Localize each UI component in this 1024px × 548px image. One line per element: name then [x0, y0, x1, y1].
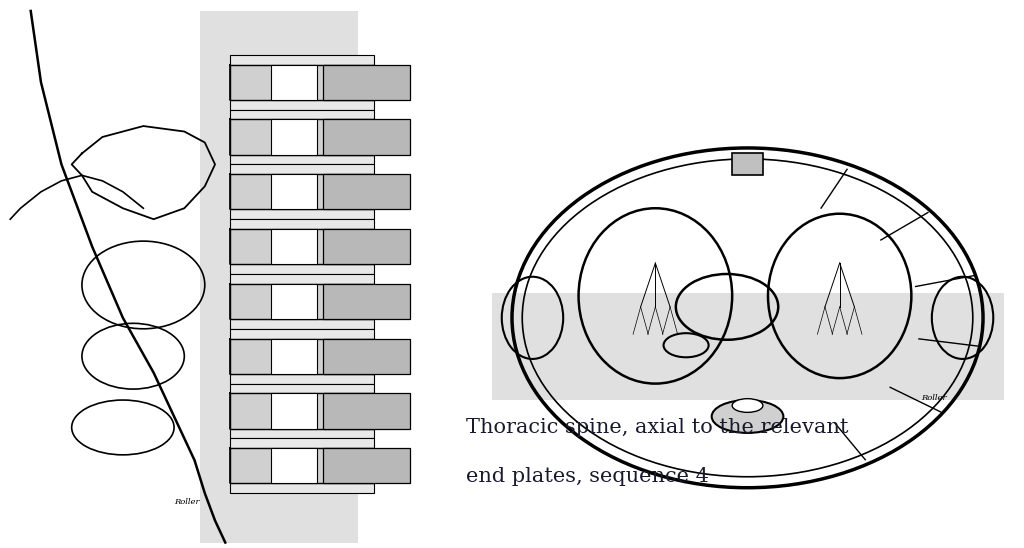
Bar — [230, 384, 374, 393]
Bar — [271, 284, 317, 319]
Bar — [230, 100, 374, 110]
Bar — [230, 319, 374, 329]
Ellipse shape — [732, 399, 763, 412]
Text: Thoracic spine, axial to the relevant: Thoracic spine, axial to the relevant — [466, 418, 849, 437]
Bar — [230, 164, 374, 174]
Bar — [271, 65, 317, 100]
Bar — [271, 393, 317, 429]
Bar — [271, 229, 317, 264]
Bar — [230, 229, 374, 264]
Bar — [323, 65, 410, 100]
Bar — [230, 110, 374, 119]
Bar — [230, 274, 374, 284]
Bar — [323, 339, 410, 374]
Bar — [271, 119, 317, 155]
Bar — [230, 329, 374, 339]
Bar — [230, 219, 374, 229]
Bar — [230, 174, 374, 209]
Bar — [230, 483, 374, 493]
Bar — [230, 55, 374, 65]
Bar — [732, 153, 763, 175]
Ellipse shape — [712, 400, 783, 433]
Bar — [230, 264, 374, 274]
Bar — [230, 438, 374, 448]
Bar — [230, 339, 374, 374]
Bar — [271, 339, 317, 374]
Text: Roller: Roller — [174, 498, 200, 506]
Bar — [230, 374, 374, 384]
Bar — [323, 393, 410, 429]
Bar — [323, 229, 410, 264]
Bar — [492, 293, 1004, 400]
Bar — [271, 174, 317, 209]
Bar — [230, 429, 374, 438]
Bar — [230, 284, 374, 319]
Bar — [230, 119, 374, 155]
Bar — [323, 284, 410, 319]
Bar — [230, 448, 374, 483]
Bar — [271, 448, 317, 483]
Bar — [230, 393, 374, 429]
Bar — [230, 155, 374, 164]
Bar — [230, 209, 374, 219]
Bar — [323, 448, 410, 483]
Text: Roller: Roller — [922, 394, 947, 402]
Bar — [323, 119, 410, 155]
Text: end plates, sequence 4: end plates, sequence 4 — [466, 467, 709, 486]
Bar — [230, 65, 374, 100]
Bar — [323, 174, 410, 209]
Bar — [200, 11, 358, 543]
